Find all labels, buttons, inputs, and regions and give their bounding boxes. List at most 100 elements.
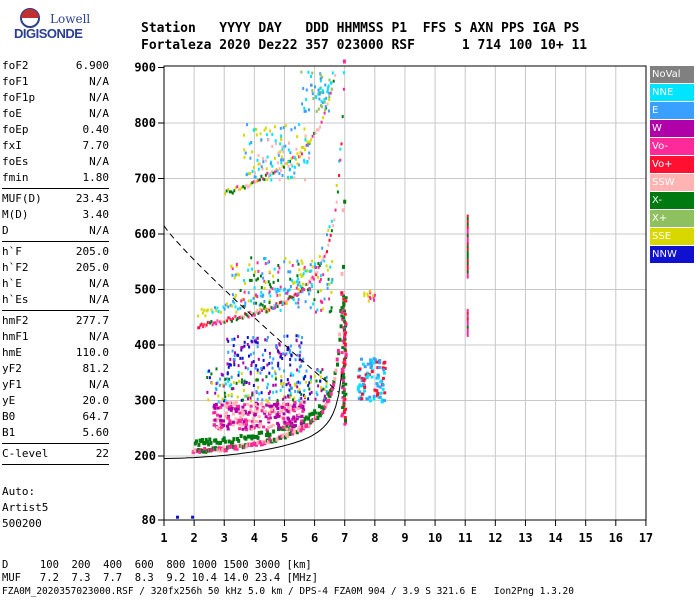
echo-point <box>290 344 292 348</box>
echo-point <box>235 318 238 322</box>
echo-point <box>219 401 223 405</box>
echo-point <box>244 151 247 155</box>
echo-point <box>284 395 287 399</box>
x-tick-label: 14 <box>548 531 562 545</box>
echo-point <box>277 426 281 430</box>
echo-point <box>341 346 345 350</box>
echo-point <box>294 301 297 305</box>
echo-point <box>250 419 254 423</box>
echo-point <box>343 327 346 331</box>
x-tick-label: 2 <box>191 531 198 545</box>
echo-point <box>339 158 342 162</box>
echo-point <box>247 397 249 401</box>
echo-point <box>261 167 264 171</box>
echo-point <box>466 328 469 332</box>
echo-point <box>260 402 264 405</box>
echo-point <box>342 316 346 320</box>
echo-point <box>215 388 218 391</box>
echo-point <box>248 263 251 267</box>
echo-point <box>262 366 265 370</box>
echo-point <box>243 381 246 385</box>
echo-point <box>339 309 343 313</box>
echo-point <box>243 278 246 282</box>
echo-point <box>212 321 215 325</box>
echo-point <box>268 299 271 303</box>
echo-point <box>324 105 327 109</box>
echo-point <box>270 178 273 182</box>
echo-point <box>291 431 295 436</box>
echo-point <box>342 366 346 370</box>
echo-point <box>297 425 301 429</box>
echo-point <box>231 420 235 424</box>
echo-point <box>231 267 234 271</box>
echo-point <box>285 352 288 356</box>
echo-point <box>335 184 338 187</box>
y-tick-label: 900 <box>134 61 156 75</box>
echo-point <box>257 357 260 361</box>
echo-point <box>255 179 258 183</box>
echo-point <box>213 411 217 414</box>
echo-point <box>370 364 374 368</box>
echo-point <box>265 403 269 407</box>
echo-point <box>294 424 297 428</box>
echo-point <box>277 364 280 368</box>
echo-point <box>264 415 268 419</box>
param-group-critical-frequencies: foF2 6.900 foF1 N/A foF1p N/A foE N/A foEp 0.40 fx… <box>2 58 109 186</box>
echo-point <box>268 412 271 416</box>
echo-point <box>246 185 249 189</box>
echo-point <box>319 73 322 77</box>
echo-point <box>227 316 230 320</box>
echo-point <box>319 87 322 90</box>
echo-point <box>466 256 469 260</box>
echo-point <box>228 363 231 366</box>
echo-point <box>207 398 210 402</box>
echo-point <box>316 416 320 420</box>
echo-point <box>245 394 248 398</box>
echo-point <box>314 85 316 89</box>
echo-point <box>341 369 345 373</box>
echo-point <box>319 77 322 81</box>
x-tick-label: 15 <box>578 531 592 545</box>
echo-point <box>308 392 311 396</box>
echo-point <box>225 401 229 405</box>
echo-point <box>344 324 348 328</box>
echo-point <box>358 390 362 394</box>
echo-point <box>342 304 346 308</box>
echo-point <box>466 311 469 315</box>
echo-point <box>322 387 325 391</box>
echo-point <box>211 381 214 385</box>
echo-point <box>360 379 364 382</box>
echo-point <box>214 391 217 395</box>
echo-point <box>220 372 223 376</box>
param-row-foes: foEs N/A <box>2 154 109 170</box>
echo-point <box>252 426 256 430</box>
echo-point <box>224 448 228 453</box>
separator <box>2 188 109 189</box>
echo-point <box>357 375 361 379</box>
echo-point <box>233 301 236 305</box>
echo-point <box>330 87 333 91</box>
param-name: foF1 <box>2 75 29 88</box>
echo-point <box>234 305 237 309</box>
echo-point <box>316 308 319 312</box>
echo-point <box>342 379 345 383</box>
echo-point <box>283 395 286 399</box>
echo-point <box>257 277 259 281</box>
echo-point <box>255 133 258 137</box>
echo-point <box>286 290 289 293</box>
echo-point <box>313 298 316 302</box>
echo-point <box>308 292 311 296</box>
echo-point <box>308 287 311 291</box>
echo-point <box>302 420 306 425</box>
echo-point <box>242 389 245 392</box>
echo-point <box>294 292 297 296</box>
echo-point <box>230 407 234 410</box>
echo-point <box>343 336 346 340</box>
echo-point <box>256 308 259 312</box>
echo-point <box>267 426 270 429</box>
echo-point <box>280 300 283 304</box>
echo-point <box>295 334 298 338</box>
echo-point <box>276 398 279 402</box>
echo-point <box>252 351 255 355</box>
echo-point <box>358 367 362 371</box>
